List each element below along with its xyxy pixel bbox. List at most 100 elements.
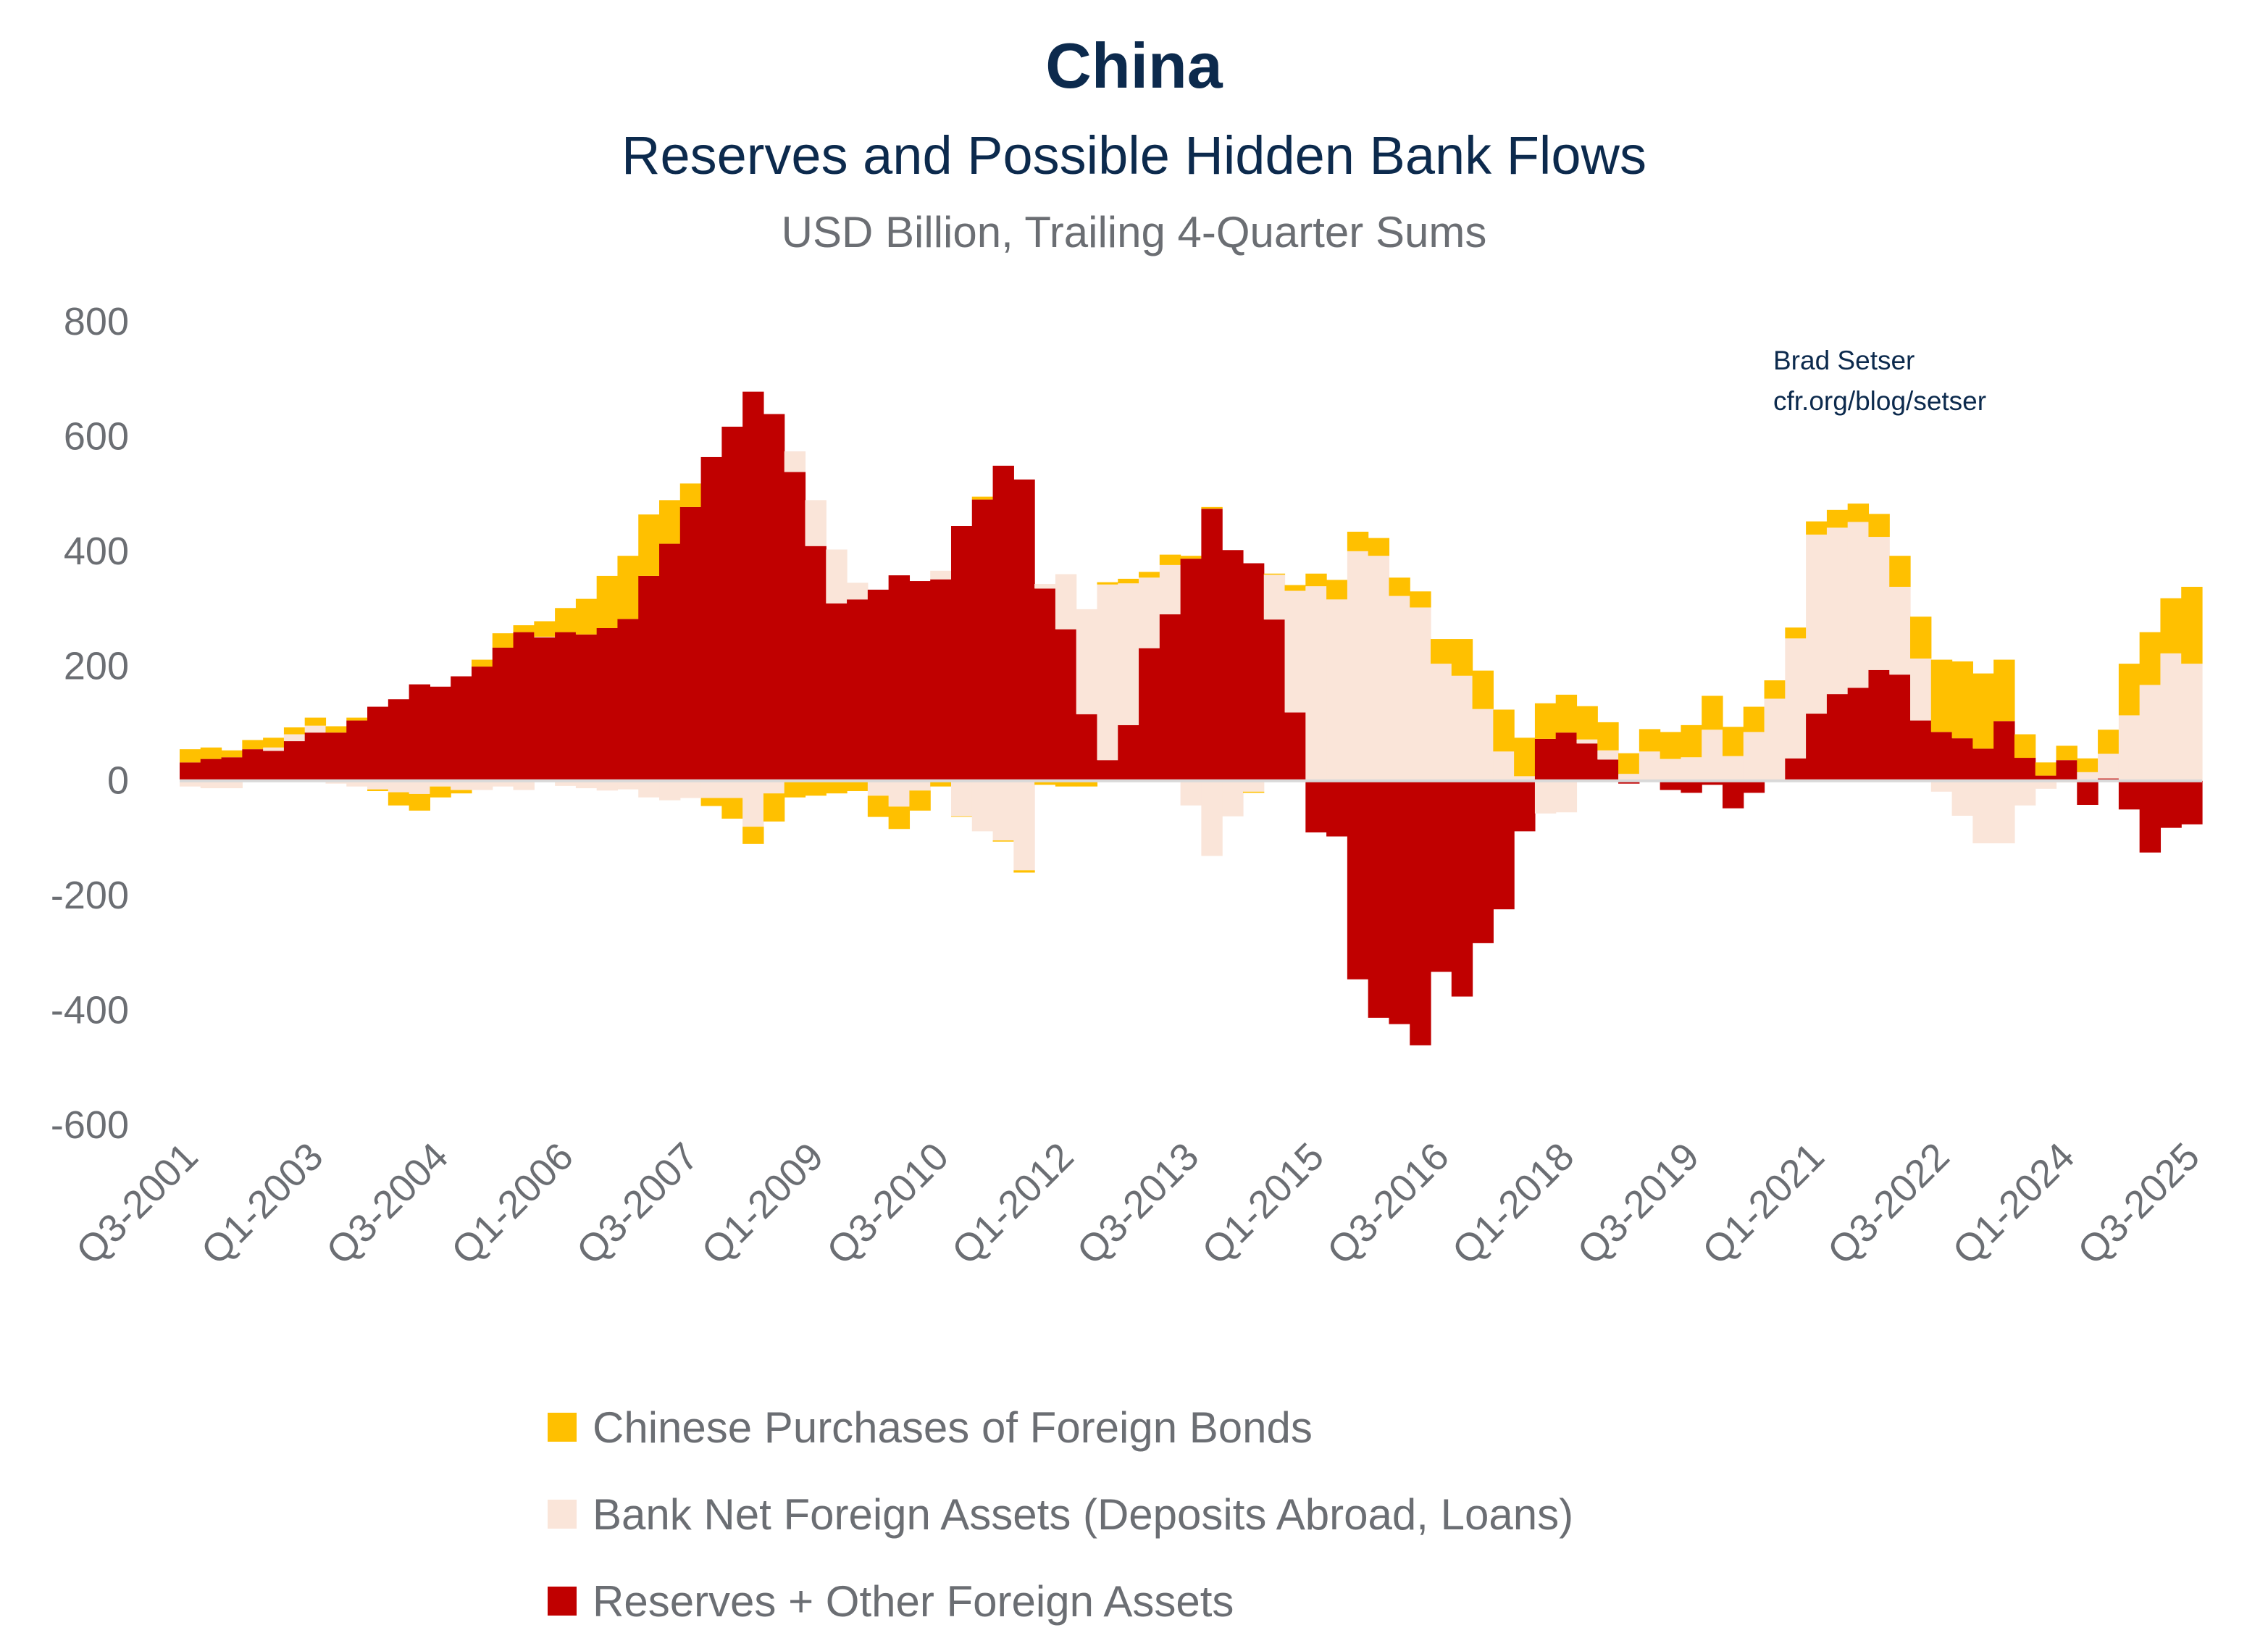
- bar-reserves: [388, 699, 410, 781]
- x-tick-label: Q1-2021: [1694, 1135, 1833, 1273]
- bar-bank: [1284, 590, 1306, 713]
- bar-reserves: [492, 647, 514, 781]
- bar-bank: [1305, 586, 1327, 781]
- bar-bank: [992, 780, 1014, 841]
- bar-reserves: [617, 619, 639, 781]
- bar-reserves: [1222, 550, 1244, 781]
- bar-bonds: [2098, 730, 2120, 754]
- bar-reserves: [992, 465, 1014, 781]
- bar-bank: [388, 780, 410, 793]
- bar-bank: [1493, 751, 1515, 781]
- bar-bank: [283, 734, 306, 742]
- bar-bank: [1472, 709, 1494, 781]
- bar-bonds: [950, 816, 973, 817]
- x-tick-label: Q3-2004: [318, 1135, 456, 1273]
- bar-bonds: [1159, 554, 1181, 565]
- y-tick-label: 600: [64, 414, 129, 458]
- bar-reserves: [1910, 720, 1932, 781]
- bar-bonds: [1639, 729, 1661, 752]
- bar-bank: [1222, 780, 1244, 816]
- bar-bonds: [242, 740, 264, 750]
- bar-bonds: [180, 749, 201, 763]
- bar-bank: [263, 747, 285, 751]
- bar-bank: [1389, 596, 1410, 781]
- bar-bonds: [888, 806, 911, 830]
- bar-bank: [1743, 732, 1765, 781]
- bar-bonds: [1743, 706, 1765, 732]
- bar-bonds: [430, 786, 451, 798]
- bar-bank: [1972, 780, 1994, 844]
- bar-bonds: [2014, 734, 2036, 759]
- bar-reserves: [638, 575, 660, 781]
- bar-reserves: [346, 720, 368, 781]
- bar-bank: [826, 549, 848, 603]
- bar-bank: [2181, 664, 2203, 781]
- bar-bank: [180, 780, 201, 787]
- bar-bonds: [575, 598, 598, 635]
- bar-bonds: [1013, 870, 1035, 873]
- bar-bank: [1868, 537, 1890, 670]
- bar-reserves: [1514, 780, 1536, 832]
- bar-reserves: [847, 599, 869, 781]
- bar-bank: [534, 636, 556, 638]
- bar-bonds: [1847, 504, 1870, 522]
- legend-item-bank: Bank Net Foreign Assets (Deposits Abroad…: [548, 1471, 1573, 1558]
- bar-reserves: [1368, 780, 1390, 1018]
- bar-bank: [2014, 780, 2036, 806]
- bar-bank: [304, 725, 327, 733]
- bar-bonds: [2118, 664, 2141, 716]
- bar-bank: [1034, 584, 1056, 589]
- bar-reserves: [1534, 738, 1557, 781]
- bar-bonds: [2077, 758, 2098, 772]
- legend-label: Reserves + Other Foreign Assets: [593, 1576, 1234, 1626]
- bar-bank: [847, 582, 869, 600]
- bar-reserves: [763, 414, 785, 781]
- bar-bonds: [1326, 580, 1348, 600]
- bar-bonds: [1555, 694, 1578, 733]
- bar-bank: [1930, 780, 1953, 792]
- bar-bank: [1097, 584, 1118, 761]
- bar-bonds: [1889, 556, 1911, 587]
- bar-bonds: [2139, 632, 2162, 685]
- bar-bank: [492, 780, 514, 787]
- bar-bonds: [263, 738, 285, 748]
- chart-units: USD Billion, Trailing 4-Quarter Sums: [781, 208, 1487, 256]
- bar-bank: [1847, 522, 1870, 688]
- bar-bonds: [2056, 745, 2077, 761]
- bar-bonds: [2181, 586, 2203, 664]
- bar-bank: [1263, 575, 1286, 620]
- bar-bank: [1242, 780, 1265, 792]
- x-tick-label: Q3-2019: [1569, 1135, 1707, 1273]
- bar-reserves: [221, 757, 243, 781]
- bar-bonds: [617, 556, 639, 619]
- stacked-bar-chart: 8006004002000-200-400-600Q3-2001Q1-2003Q…: [51, 300, 2208, 1273]
- bar-reserves: [1889, 674, 1911, 781]
- bar-bonds: [1951, 661, 1973, 739]
- bar-bonds: [1242, 791, 1265, 793]
- bar-bonds: [909, 790, 931, 811]
- y-tick-label: -600: [51, 1103, 129, 1147]
- x-tick-label: Q1-2012: [944, 1135, 1082, 1273]
- bar-reserves: [2056, 760, 2077, 781]
- bar-bonds: [1034, 780, 1056, 785]
- bar-reserves: [2035, 775, 2057, 781]
- bar-reserves: [513, 632, 535, 781]
- bar-bank: [1806, 534, 1828, 714]
- bar-bank: [2035, 780, 2057, 789]
- bar-bank: [2118, 715, 2141, 781]
- bar-reserves: [263, 751, 285, 781]
- bar-bank: [1013, 780, 1035, 871]
- bar-bank: [888, 780, 911, 807]
- bar-reserves: [325, 732, 347, 781]
- bar-bank: [1139, 577, 1160, 648]
- bar-bonds: [221, 750, 243, 758]
- bar-reserves: [909, 581, 931, 781]
- bar-reserves: [242, 749, 264, 781]
- bar-bonds: [1368, 538, 1390, 556]
- bar-reserves: [805, 546, 827, 781]
- bar-bonds: [471, 659, 493, 667]
- bar-bonds: [1451, 639, 1473, 676]
- bar-reserves: [1034, 588, 1056, 781]
- bar-bonds: [1055, 780, 1077, 787]
- bar-bonds: [1305, 573, 1327, 587]
